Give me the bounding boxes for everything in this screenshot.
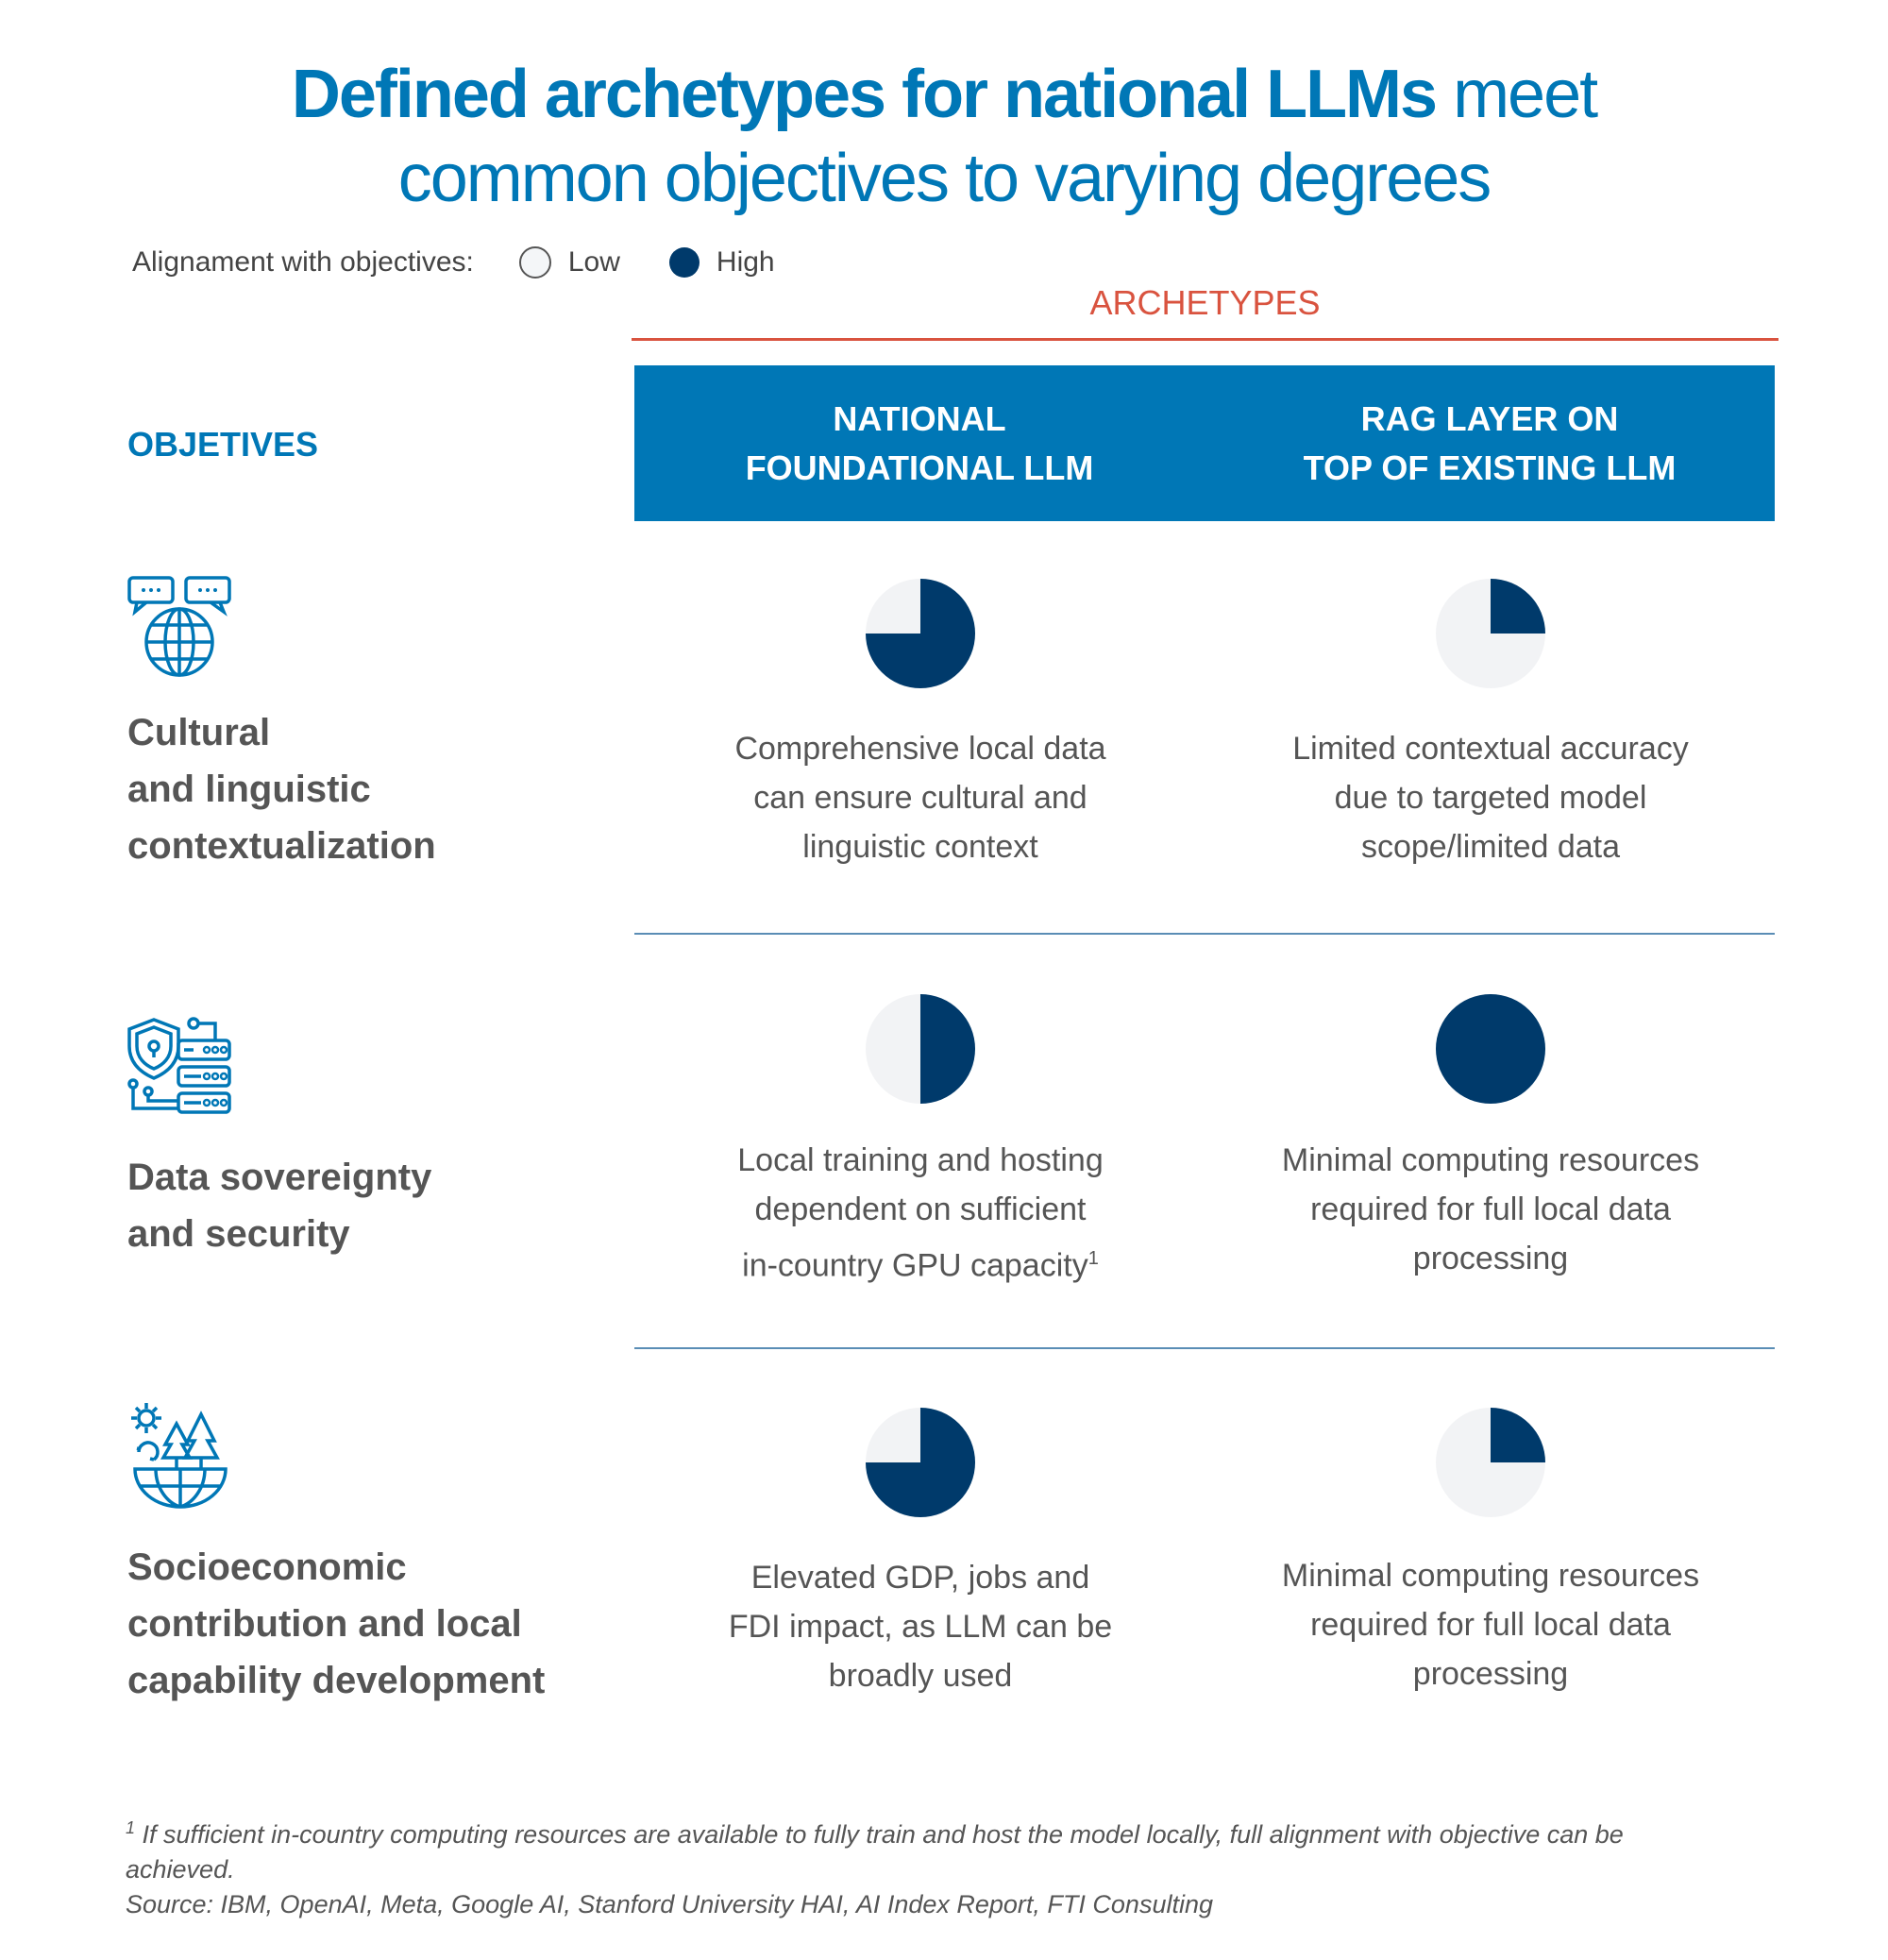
title-bold: Defined archetypes for national LLMs — [291, 57, 1438, 132]
footnote: 1 If sufficient in-country computing res… — [126, 1811, 1636, 1922]
column-rag-layer: RAG LAYER ON TOP OF EXISTING LLM — [1303, 398, 1677, 487]
legend-label: Alignament with objectives: — [132, 246, 474, 278]
column-header: NATIONAL FOUNDATIONAL LLM RAG LAYER ON T… — [634, 365, 1775, 521]
alignment-pie-r3-c2 — [1436, 1408, 1545, 1517]
archetypes-divider — [632, 338, 1778, 341]
objectives-label: OBJETIVES — [127, 425, 319, 464]
archetypes-label: ARCHETYPES — [1089, 283, 1321, 322]
alignment-pie-r2-c2 — [1436, 994, 1545, 1104]
row-divider — [634, 1347, 1775, 1349]
pie-fill — [920, 994, 975, 1104]
pie-fill — [1436, 994, 1545, 1104]
high-circle-icon — [668, 247, 700, 278]
alignment-pie-r2-c1 — [866, 994, 975, 1104]
page-subtitle: common objectives to varying degrees — [397, 141, 1492, 216]
cell-text-r2-c1: Local training and hosting dependent on … — [637, 1136, 1204, 1290]
column-national-foundational-llm: NATIONAL FOUNDATIONAL LLM — [745, 398, 1094, 487]
cell-text-r3-c2: Minimal computing resources required for… — [1281, 1558, 1700, 1692]
globe-trees-sun-icon — [131, 1403, 228, 1509]
alignment-pie-r1-c2 — [1436, 579, 1545, 688]
cell-text-r1-c1: Comprehensive local data can ensure cult… — [734, 731, 1106, 865]
legend-low: Low — [567, 246, 620, 278]
row-divider — [634, 933, 1775, 935]
pie-fill — [1491, 579, 1545, 634]
cell-text: Local training and hosting dependent on … — [737, 1142, 1104, 1284]
footnote-text: If sufficient in-country computing resou… — [126, 1820, 1624, 1884]
objective-data-sovereignty: Data sovereignty and security — [127, 1157, 432, 1255]
pie-fill — [866, 1408, 975, 1517]
cell-text-r1-c2: Limited contextual accuracy due to targe… — [1292, 731, 1689, 865]
pie-fill — [1491, 1408, 1545, 1462]
globe-chat-icon — [127, 576, 231, 677]
cell-text-r2-c2: Minimal computing resources required for… — [1281, 1142, 1700, 1276]
cell-text-r3-c1: Elevated GDP, jobs and FDI impact, as LL… — [728, 1560, 1113, 1694]
objective-cultural: Cultural and linguistic contextualizatio… — [127, 712, 436, 867]
low-circle-icon — [518, 246, 551, 279]
alignment-pie-r1-c1 — [866, 579, 975, 688]
legend: Alignament with objectives: Low High — [132, 244, 824, 281]
footnote-marker: 1 — [126, 1818, 136, 1837]
pie-fill — [866, 579, 975, 688]
legend-high: High — [716, 246, 775, 278]
shield-server-icon — [127, 1017, 231, 1114]
objective-socioeconomic: Socioeconomic contribution and local cap… — [127, 1546, 546, 1701]
footnote-marker: 1 — [1087, 1248, 1099, 1269]
page-title: Defined archetypes for national LLMs mee… — [0, 52, 1888, 137]
alignment-pie-r3-c1 — [866, 1408, 975, 1517]
title-light: meet — [1436, 57, 1598, 132]
source-text: Source: IBM, OpenAI, Meta, Google AI, St… — [126, 1890, 1213, 1918]
